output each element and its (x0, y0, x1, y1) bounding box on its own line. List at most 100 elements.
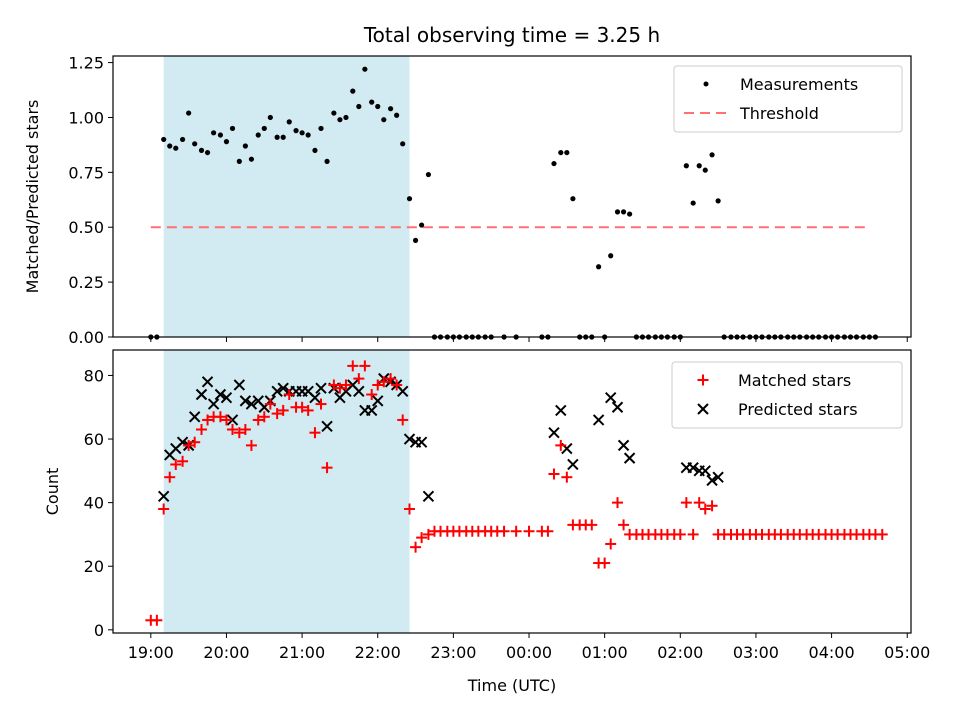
measurement-point (387, 106, 394, 112)
predicted-point (555, 404, 567, 417)
predicted-point (207, 398, 220, 410)
matched-point (404, 503, 416, 515)
predicted-point (353, 385, 365, 398)
matched-point (183, 439, 195, 451)
matched-point (239, 423, 251, 435)
matched-point (195, 423, 207, 435)
bottom-legend: Matched stars Predicted stars (671, 361, 903, 429)
legend-predicted-marker (697, 403, 709, 415)
matched-point (391, 379, 403, 391)
predicted-point (245, 398, 258, 410)
measurement-point (620, 209, 627, 215)
x-tick-label: 22:00 (355, 643, 401, 662)
matched-point (510, 525, 522, 537)
matched-point (170, 458, 182, 470)
legend-measurements: Measurements (740, 75, 858, 94)
matched-point (283, 389, 295, 401)
measurement-point (356, 103, 362, 110)
x-tick-label: 23:00 (430, 643, 476, 662)
x-tick-label: 01:00 (582, 643, 628, 662)
measurement-point (627, 211, 633, 217)
predicted-point (548, 426, 560, 439)
x-tick-label: 00:00 (506, 643, 552, 662)
bottom-y-tick-label: 20 (84, 557, 104, 576)
matched-point (264, 398, 276, 410)
matched-point (366, 389, 378, 401)
predicted-point (195, 388, 208, 401)
measurement-point (614, 209, 621, 215)
measurement-point (715, 198, 721, 204)
matched-point (277, 404, 289, 416)
measurement-point (690, 200, 696, 206)
legend-plus-glyph (697, 374, 709, 386)
measurement-point (551, 160, 557, 167)
measurement-point (248, 156, 255, 162)
measurement-point (198, 147, 205, 153)
matched-point (687, 528, 699, 540)
predicted-point (157, 490, 170, 502)
predicted-point (188, 411, 201, 423)
measurement-point (192, 141, 198, 147)
measurement-point (204, 149, 211, 156)
matched-point (542, 525, 554, 537)
top-y-tick-label: 1.25 (68, 54, 104, 73)
measurement-point (274, 134, 280, 140)
legend-matched-marker (697, 374, 709, 386)
predicted-point (239, 395, 252, 407)
measurement-point (683, 163, 689, 169)
top-legend: Measurements Threshold (673, 65, 903, 133)
x-tick-label: 03:00 (733, 643, 779, 662)
predicted-point (415, 436, 428, 448)
predicted-point (271, 385, 283, 398)
matched-point (422, 528, 434, 540)
measurement-point (406, 196, 413, 202)
predicted-point (201, 376, 214, 388)
predicted-point (699, 465, 711, 477)
matched-point (378, 376, 390, 388)
legend-measurement-marker (703, 81, 709, 87)
matched-points (145, 360, 888, 626)
bottom-axes-frame (112, 349, 912, 634)
top-panel: 0.00 0.25 0.50 0.75 1.00 1.25 Matched/Predict… (23, 54, 912, 347)
measurement-point (305, 132, 311, 138)
measurement-point (211, 130, 217, 136)
matched-point (258, 411, 270, 423)
matched-point (555, 439, 567, 451)
matched-point (302, 404, 314, 416)
measurement-point (331, 110, 337, 116)
matched-point (693, 497, 705, 509)
matched-point (599, 557, 611, 569)
matched-point (321, 462, 333, 474)
x-tick-label: 02:00 (657, 643, 703, 662)
matched-point (220, 414, 232, 426)
x-tick-label: 21:00 (279, 643, 325, 662)
measurement-point (608, 253, 614, 259)
matched-point (612, 497, 624, 509)
matched-point (347, 360, 359, 372)
top-shaded-region (163, 56, 410, 337)
matched-point (158, 503, 170, 515)
chart-title: Total observing time = 3.25 h (363, 23, 660, 47)
matched-point (189, 436, 201, 448)
measurement-point (570, 196, 576, 202)
matched-point (214, 411, 226, 423)
bottom-y-tick-label: 40 (84, 494, 104, 513)
measurement-point (299, 130, 305, 136)
measurement-point (223, 139, 230, 145)
matched-point (245, 439, 257, 451)
matched-point (309, 427, 321, 439)
matched-point (334, 382, 346, 394)
top-x-ticks (150, 337, 908, 342)
bottom-y-tick-label: 60 (84, 430, 104, 449)
measurement-point (255, 132, 261, 138)
measurement-point (267, 114, 273, 121)
matched-point (605, 538, 617, 550)
top-y-tick-label: 0.50 (68, 218, 104, 237)
matched-point (151, 614, 163, 626)
predicted-point (309, 391, 321, 404)
matched-point (359, 360, 371, 372)
top-axes-frame (112, 55, 912, 338)
matched-point (385, 373, 397, 385)
measurement-point (394, 112, 400, 118)
measurement-point (261, 125, 267, 132)
